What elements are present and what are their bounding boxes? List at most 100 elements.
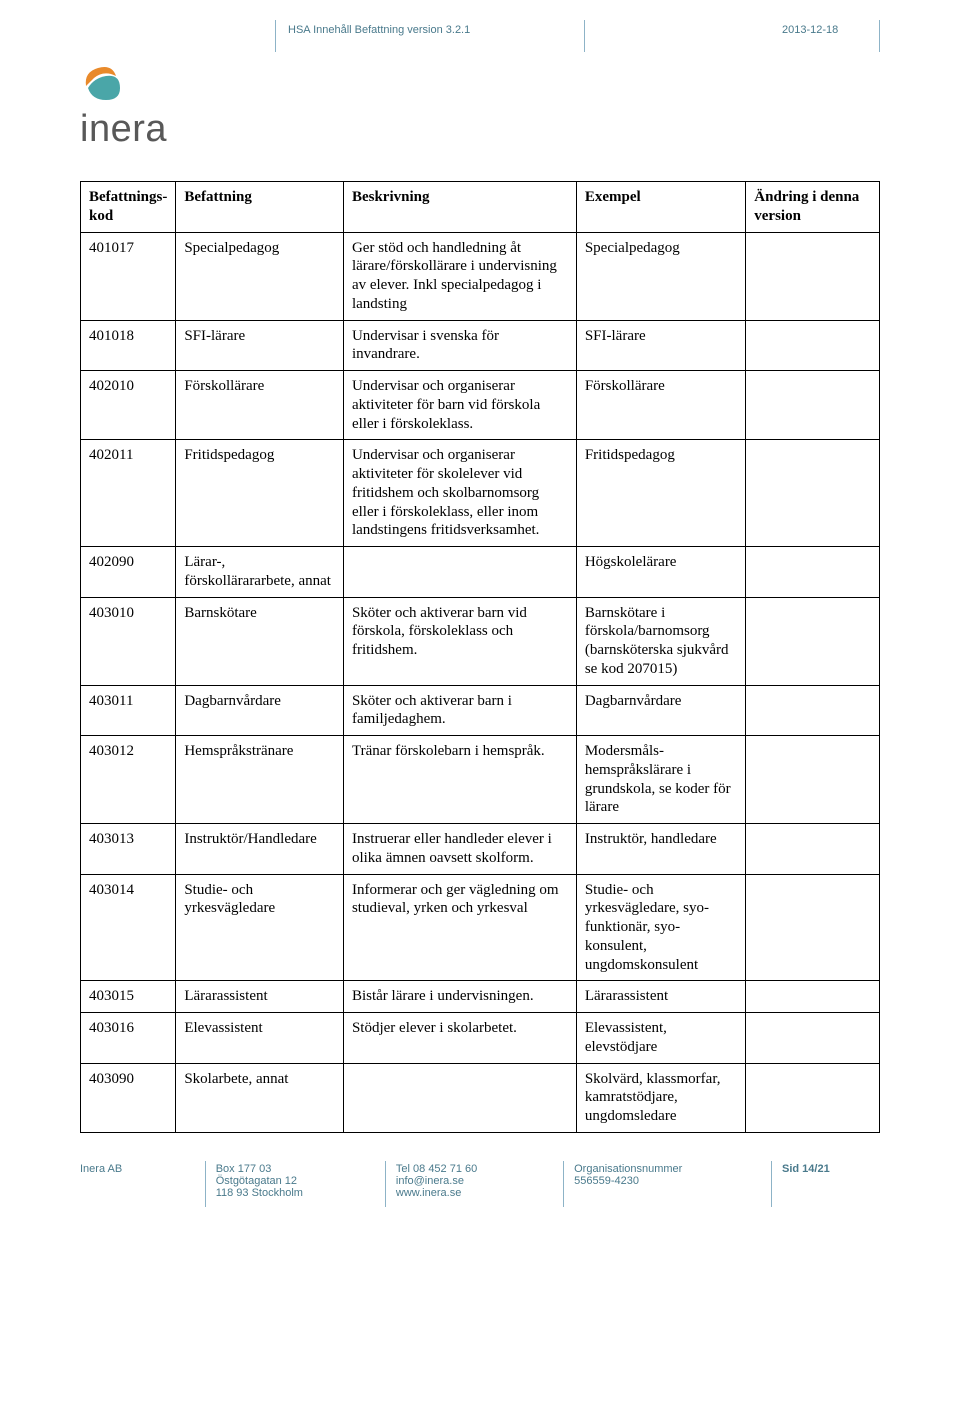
cell-kod: 402011 [81, 440, 176, 547]
header-kod: Befattnings-kod [81, 182, 176, 233]
cell-besk [343, 1063, 576, 1132]
orgnr-label: Organisationsnummer [574, 1163, 761, 1175]
table-row: 403012HemspråkstränareTränar förskolebar… [81, 736, 880, 824]
email: info@inera.se [396, 1175, 553, 1187]
table-row: 402090Lärar-, förskollärararbete, annat H… [81, 547, 880, 598]
cell-ex: Studie- och yrkesvägledare, syo-funktion… [576, 874, 745, 981]
cell-bef: Lärarassistent [176, 981, 344, 1013]
cell-bef: Instruktör/Handledare [176, 824, 344, 875]
cell-and [746, 1063, 880, 1132]
header-andring: Ändring i denna version [746, 182, 880, 233]
cell-besk: Undervisar i svenska för invandrare. [343, 320, 576, 371]
logo: inera [80, 60, 880, 151]
table-header-row: Befattnings-kod Befattning Beskrivning E… [81, 182, 880, 233]
cell-kod: 402010 [81, 371, 176, 440]
cell-and [746, 874, 880, 981]
cell-and [746, 232, 880, 320]
logo-mark-icon [80, 60, 126, 106]
cell-bef: Hemspråkstränare [176, 736, 344, 824]
table-row: 403014Studie- och yrkesvägledareInformer… [81, 874, 880, 981]
cell-ex: Högskolelärare [576, 547, 745, 598]
cell-ex: Fritidspedagog [576, 440, 745, 547]
content: Befattnings-kod Befattning Beskrivning E… [0, 181, 960, 1153]
footer-company: Inera AB [80, 1161, 205, 1207]
cell-and [746, 440, 880, 547]
cell-besk: Stödjer elever i skolarbetet. [343, 1013, 576, 1064]
cell-kod: 403015 [81, 981, 176, 1013]
cell-ex: Förskollärare [576, 371, 745, 440]
footer-orgnr: Organisationsnummer 556559-4230 [563, 1161, 771, 1207]
cell-kod: 403011 [81, 685, 176, 736]
cell-kod: 403012 [81, 736, 176, 824]
cell-and [746, 320, 880, 371]
cell-and [746, 685, 880, 736]
cell-kod: 401017 [81, 232, 176, 320]
cell-besk: Instruerar eller handleder elever i olik… [343, 824, 576, 875]
table-row: 403013Instruktör/HandledareInstruerar el… [81, 824, 880, 875]
cell-kod: 403016 [81, 1013, 176, 1064]
footer: Inera AB Box 177 03 Östgötagatan 12 118 … [0, 1153, 960, 1231]
table-row: 401018SFI-lärareUndervisar i svenska för… [81, 320, 880, 371]
cell-bef: Skolarbete, annat [176, 1063, 344, 1132]
footer-row: Inera AB Box 177 03 Östgötagatan 12 118 … [80, 1161, 880, 1207]
cell-and [746, 547, 880, 598]
table-row: 401017SpecialpedagogGer stöd och handled… [81, 232, 880, 320]
cell-and [746, 1013, 880, 1064]
header-beskrivning: Beskrivning [343, 182, 576, 233]
cell-bef: SFI-lärare [176, 320, 344, 371]
cell-and [746, 736, 880, 824]
table-row: 403010BarnskötareSköter och aktiverar ba… [81, 597, 880, 685]
logo-block: inera [0, 50, 960, 181]
addr-line-1: Box 177 03 [216, 1163, 375, 1175]
cell-and [746, 981, 880, 1013]
cell-besk: Informerar och ger vägledning om studiev… [343, 874, 576, 981]
cell-ex: Specialpedagog [576, 232, 745, 320]
cell-kod: 403014 [81, 874, 176, 981]
header-exempel: Exempel [576, 182, 745, 233]
cell-bef: Fritidspedagog [176, 440, 344, 547]
header-bar: HSA Innehåll Befattning version 3.2.1 20… [0, 0, 960, 50]
header-befattning: Befattning [176, 182, 344, 233]
cell-bef: Studie- och yrkesvägledare [176, 874, 344, 981]
doc-title: HSA Innehåll Befattning version 3.2.1 [275, 20, 585, 52]
cell-bef: Barnskötare [176, 597, 344, 685]
cell-ex: Instruktör, handledare [576, 824, 745, 875]
addr-line-3: 118 93 Stockholm [216, 1187, 375, 1199]
addr-line-2: Östgötagatan 12 [216, 1175, 375, 1187]
cell-ex: Skolvärd, klassmorfar, kamratstödjare, u… [576, 1063, 745, 1132]
data-table: Befattnings-kod Befattning Beskrivning E… [80, 181, 880, 1133]
footer-address: Box 177 03 Östgötagatan 12 118 93 Stockh… [205, 1161, 385, 1207]
logo-text: inera [80, 108, 167, 151]
doc-date: 2013-12-18 [770, 20, 880, 52]
cell-besk: Bistår lärare i undervisningen. [343, 981, 576, 1013]
cell-besk: Undervisar och organiserar aktiviteter f… [343, 440, 576, 547]
cell-kod: 403090 [81, 1063, 176, 1132]
cell-kod: 403010 [81, 597, 176, 685]
cell-besk: Sköter och aktiverar barn i familjedaghe… [343, 685, 576, 736]
cell-ex: SFI-lärare [576, 320, 745, 371]
cell-ex: Modersmåls-hemspråkslärare i grundskola,… [576, 736, 745, 824]
cell-and [746, 371, 880, 440]
table-row: 403015LärarassistentBistår lärare i unde… [81, 981, 880, 1013]
table-row: 403016ElevassistentStödjer elever i skol… [81, 1013, 880, 1064]
cell-besk: Tränar förskolebarn i hemspråk. [343, 736, 576, 824]
cell-besk: Ger stöd och handledning åt lärare/försk… [343, 232, 576, 320]
cell-bef: Lärar-, förskollärararbete, annat [176, 547, 344, 598]
footer-contact: Tel 08 452 71 60 info@inera.se www.inera… [385, 1161, 563, 1207]
cell-ex: Barnskötare i förskola/barnomsorg (barns… [576, 597, 745, 685]
cell-and [746, 824, 880, 875]
cell-bef: Specialpedagog [176, 232, 344, 320]
cell-ex: Lärarassistent [576, 981, 745, 1013]
cell-ex: Dagbarnvårdare [576, 685, 745, 736]
page: HSA Innehåll Befattning version 3.2.1 20… [0, 0, 960, 1231]
table-row: 402010FörskollärareUndervisar och organi… [81, 371, 880, 440]
company-name: Inera AB [80, 1163, 122, 1175]
tel: Tel 08 452 71 60 [396, 1163, 553, 1175]
cell-and [746, 597, 880, 685]
cell-besk: Undervisar och organiserar aktiviteter f… [343, 371, 576, 440]
cell-bef: Förskollärare [176, 371, 344, 440]
cell-kod: 401018 [81, 320, 176, 371]
table-row: 402011FritidspedagogUndervisar och organ… [81, 440, 880, 547]
cell-besk: Sköter och aktiverar barn vid förskola, … [343, 597, 576, 685]
cell-kod: 402090 [81, 547, 176, 598]
